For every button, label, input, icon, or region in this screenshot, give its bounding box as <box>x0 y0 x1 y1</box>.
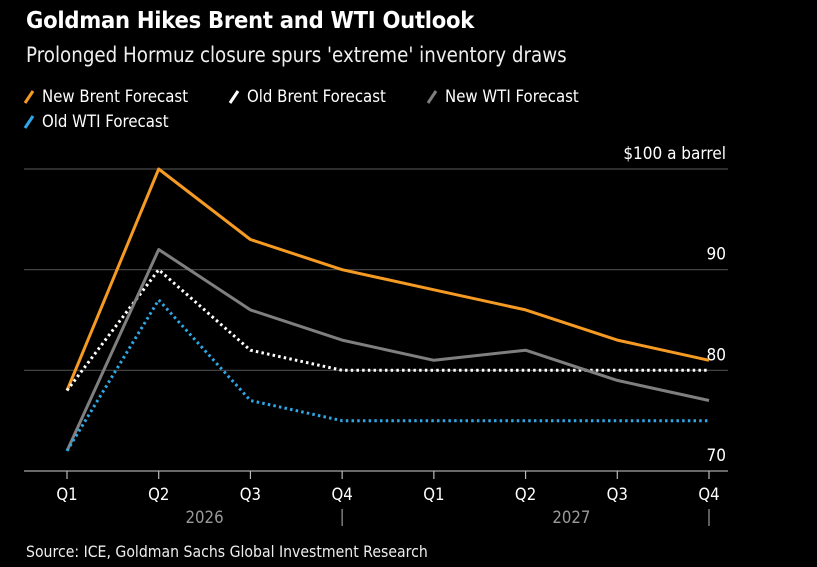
series-line-old-brent-forecast <box>65 268 709 392</box>
legend-swatch-icon <box>229 90 240 104</box>
chart-title: Goldman Hikes Brent and WTI Outlook <box>26 8 475 34</box>
legend-swatch-icon <box>426 90 437 104</box>
series-line-new-brent-forecast <box>65 167 710 392</box>
series-line-new-wti-forecast <box>65 248 710 452</box>
legend-item-new-brent: New Brent Forecast <box>22 85 208 109</box>
legend-swatch-icon <box>23 115 35 129</box>
y-tick-label: 90 <box>707 244 726 264</box>
x-group-label: 2026 <box>186 507 224 527</box>
legend-item-old-brent: Old Brent Forecast <box>227 85 405 109</box>
legend-swatch-icon <box>23 90 35 104</box>
x-tick-label: Q2 <box>148 484 169 504</box>
x-tick-label: Q4 <box>698 484 719 504</box>
y-tick-label: $100 a barrel <box>623 143 726 163</box>
x-group-label: 2027 <box>552 507 590 527</box>
legend-label: Old Brent Forecast <box>247 87 387 107</box>
chart-subtitle: Prolonged Hormuz closure spurs 'extreme'… <box>26 43 567 67</box>
x-tick-label: Q1 <box>56 484 77 504</box>
legend-label: New WTI Forecast <box>444 87 579 107</box>
x-tick-label: Q3 <box>607 484 628 504</box>
legend: New Brent Forecast Old Brent Forecast Ne… <box>22 85 722 135</box>
x-tick-label: Q2 <box>515 484 536 504</box>
legend-label: Old WTI Forecast <box>42 112 169 132</box>
x-tick-label: Q4 <box>332 484 353 504</box>
series-line-old-wti-forecast <box>65 298 709 452</box>
y-tick-label: 70 <box>707 445 726 465</box>
source-note: Source: ICE, Goldman Sachs Global Invest… <box>26 542 428 561</box>
x-tick-label: Q1 <box>423 484 444 504</box>
legend-item-new-wti: New WTI Forecast <box>425 85 597 109</box>
x-tick-label: Q3 <box>240 484 261 504</box>
y-tick-label: 80 <box>707 345 726 365</box>
legend-item-old-wti: Old WTI Forecast <box>22 110 186 134</box>
legend-label: New Brent Forecast <box>42 87 189 107</box>
